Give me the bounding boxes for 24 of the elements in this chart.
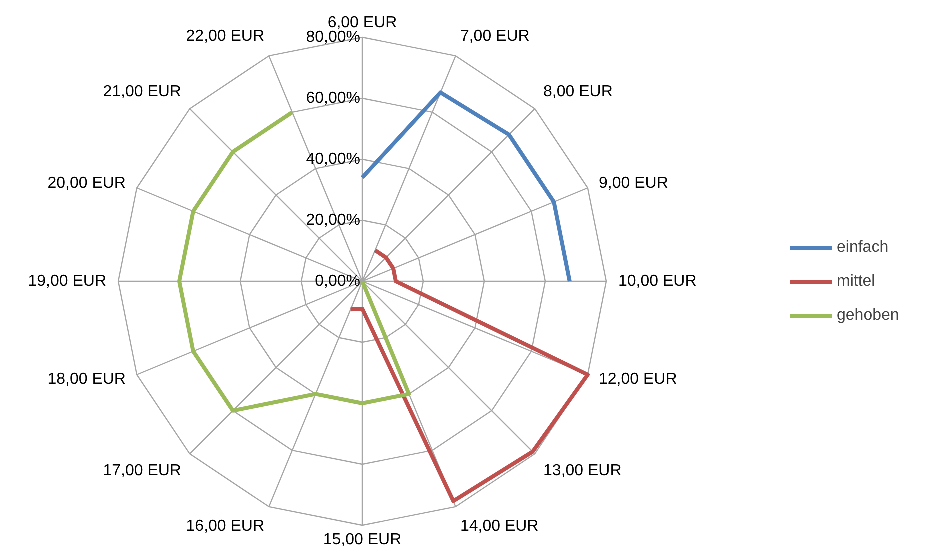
spoke-label: 7,00 EUR — [460, 28, 530, 45]
spoke-label: 18,00 EUR — [48, 370, 126, 388]
spoke-label: 21,00 EUR — [103, 83, 182, 100]
y-tick-label: 80,00% — [306, 29, 360, 46]
legend-label: einfach — [837, 239, 889, 257]
spoke-label: 16,00 EUR — [186, 518, 265, 536]
spoke-label: 15,00 EUR — [323, 532, 402, 548]
y-tick-label: 20,00% — [306, 212, 360, 229]
spoke-label: 13,00 EUR — [544, 462, 622, 480]
y-tick-label: 0,00% — [315, 273, 361, 290]
spoke-label: 14,00 EUR — [460, 518, 539, 536]
spoke-label: 19,00 EUR — [28, 273, 106, 290]
spoke-label: 6,00 EUR — [328, 14, 398, 32]
y-tick-label: 60,00% — [306, 90, 360, 107]
spoke-label: 17,00 EUR — [103, 462, 182, 480]
spoke-label: 10,00 EUR — [618, 273, 697, 290]
spoke-label: 22,00 EUR — [186, 28, 265, 45]
spoke-label: 20,00 EUR — [48, 175, 126, 192]
spoke-label: 8,00 EUR — [544, 83, 613, 100]
spoke-label: 9,00 EUR — [599, 175, 668, 192]
legend-label: mittel — [837, 273, 876, 291]
y-tick-label: 40,00% — [306, 151, 360, 168]
legend-label: gehoben — [837, 307, 900, 325]
spoke-label: 12,00 EUR — [599, 370, 678, 388]
